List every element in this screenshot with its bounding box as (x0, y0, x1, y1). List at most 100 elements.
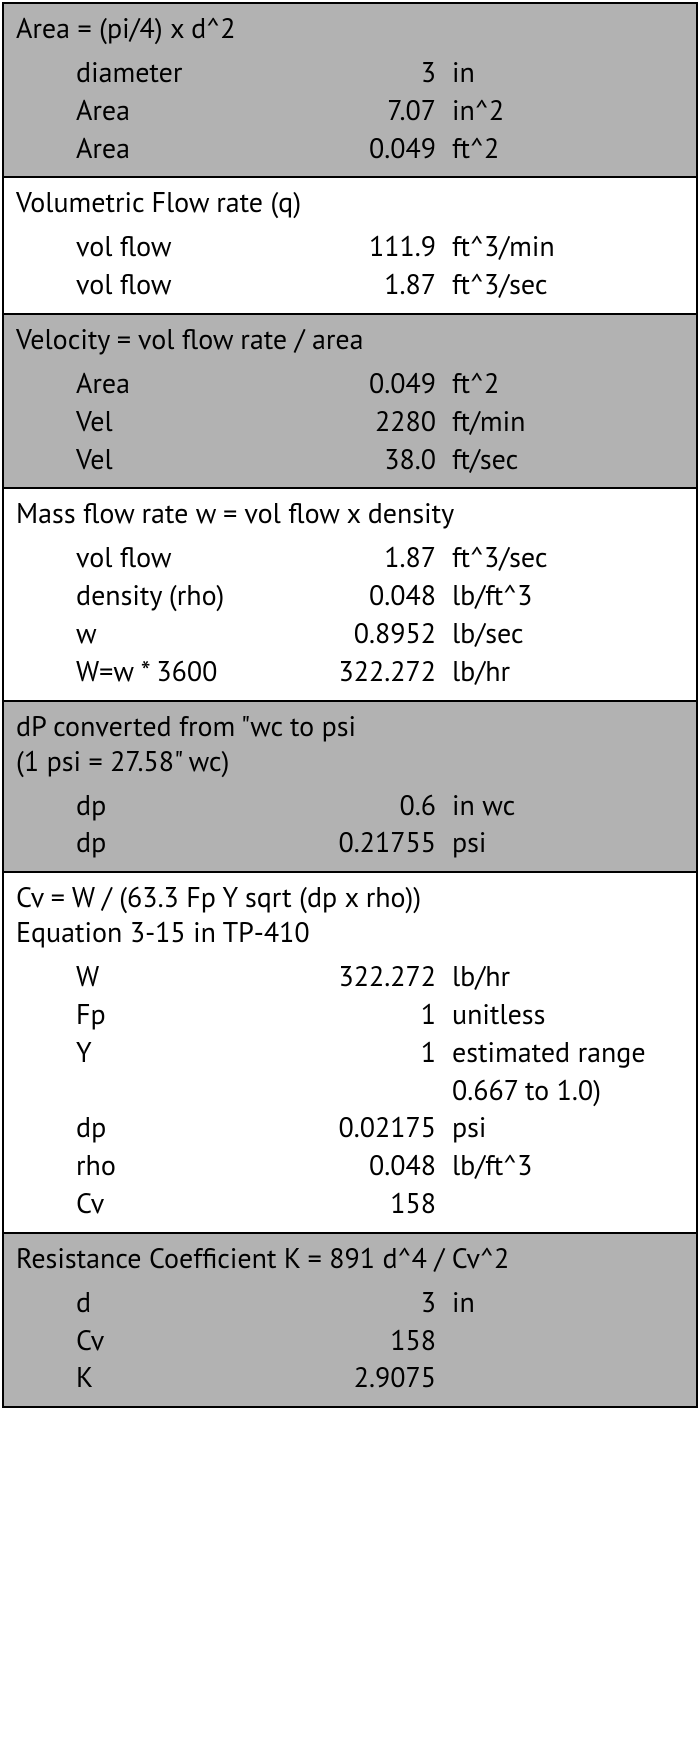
section-title: Cv = W / (63.3 Fp Y sqrt (dp x rho))Equa… (4, 873, 696, 953)
row-label: W=w * 3600 (16, 652, 296, 690)
row-value: 158 (296, 1321, 446, 1359)
section-rows: vol flow1.87ft^3/secdensity (rho)0.048lb… (4, 534, 696, 699)
section-title: Resistance Coefficient K = 891 d^4 / Cv^… (4, 1234, 696, 1279)
row-label: vol flow (16, 538, 296, 576)
row-unit: lb/hr (446, 957, 684, 995)
row-label: W (16, 957, 296, 995)
row-unit: ft/min (446, 402, 684, 440)
row-value: 7.07 (296, 91, 446, 129)
section-velocity: Velocity = vol flow rate / area Area0.049… (4, 315, 696, 489)
row-value: 1 (296, 995, 446, 1033)
data-row: Fp1unitless (4, 995, 696, 1033)
row-value: 111.9 (296, 227, 446, 265)
row-unit: unitless (446, 995, 684, 1033)
data-row: w0.8952lb/sec (4, 614, 696, 652)
row-value: 2280 (296, 402, 446, 440)
row-label: d (16, 1283, 296, 1321)
data-row: diameter3in (4, 53, 696, 91)
data-row: Area0.049ft^2 (4, 129, 696, 167)
row-value: 38.0 (296, 440, 446, 478)
row-label: Cv (16, 1184, 296, 1222)
section-title: Volumetric Flow rate (q) (4, 178, 696, 223)
section-rows: Area0.049ft^2Vel2280ft/minVel38.0ft/sec (4, 360, 696, 487)
data-row: dp0.02175psi (4, 1108, 696, 1146)
data-row: rho0.048lb/ft^3 (4, 1146, 696, 1184)
row-value: 0.048 (296, 576, 446, 614)
row-label: vol flow (16, 227, 296, 265)
data-row: W=w * 3600322.272lb/hr (4, 652, 696, 690)
row-label: w (16, 614, 296, 652)
row-label: density (rho) (16, 576, 296, 614)
section-rows: W322.272lb/hrFp1unitlessY1estimated rang… (4, 953, 696, 1232)
row-unit: lb/hr (446, 652, 684, 690)
section-rows: diameter3inArea7.07in^2Area0.049ft^2 (4, 49, 696, 176)
row-unit: ft^3/sec (446, 265, 684, 303)
data-row: density (rho)0.048lb/ft^3 (4, 576, 696, 614)
row-unit: ft^2 (446, 129, 684, 167)
section-title: Mass flow rate w = vol flow x density (4, 489, 696, 534)
row-value: 158 (296, 1184, 446, 1222)
row-label: Vel (16, 402, 296, 440)
section-cv-calc: Cv = W / (63.3 Fp Y sqrt (dp x rho))Equa… (4, 873, 696, 1234)
row-unit: in (446, 1283, 684, 1321)
row-unit: lb/ft^3 (446, 1146, 684, 1184)
section-area: Area = (pi/4) x d^2diameter3inArea7.07in… (4, 4, 696, 178)
row-unit: ft^3/min (446, 227, 684, 265)
row-label: dp (16, 786, 296, 824)
row-value: 0.02175 (296, 1108, 446, 1146)
section-dp-convert: dP converted from "wc to psi(1 psi = 27.… (4, 702, 696, 874)
data-row: Vel2280ft/min (4, 402, 696, 440)
row-label: Area (16, 129, 296, 167)
data-row: d3in (4, 1283, 696, 1321)
data-row: dp0.6in wc (4, 786, 696, 824)
row-label: Area (16, 364, 296, 402)
row-label: rho (16, 1146, 296, 1184)
data-row: dp0.21755psi (4, 823, 696, 861)
section-rows: vol flow111.9ft^3/minvol flow1.87ft^3/se… (4, 223, 696, 313)
row-unit: psi (446, 1108, 684, 1146)
data-row: Vel38.0ft/sec (4, 440, 696, 478)
data-row: Cv158 (4, 1184, 696, 1222)
data-row: Area0.049ft^2 (4, 364, 696, 402)
row-unit: in^2 (446, 91, 684, 129)
row-value: 0.049 (296, 129, 446, 167)
row-value: 0.6 (296, 786, 446, 824)
row-unit: lb/ft^3 (446, 576, 684, 614)
row-value: 1.87 (296, 538, 446, 576)
row-unit: ft/sec (446, 440, 684, 478)
row-label: Area (16, 91, 296, 129)
section-rows: dp0.6in wcdp0.21755psi (4, 782, 696, 872)
row-label: Y (16, 1033, 296, 1071)
section-title: Velocity = vol flow rate / area (4, 315, 696, 360)
section-title: dP converted from "wc to psi(1 psi = 27.… (4, 702, 696, 782)
section-vol-flow: Volumetric Flow rate (q)vol flow111.9ft^… (4, 178, 696, 315)
row-unit: ft^2 (446, 364, 684, 402)
row-label: Cv (16, 1321, 296, 1359)
data-row: Cv158 (4, 1321, 696, 1359)
section-rows: d3inCv158K2.9075 (4, 1279, 696, 1406)
row-unit: in (446, 53, 684, 91)
calculation-table: Area = (pi/4) x d^2diameter3inArea7.07in… (2, 2, 698, 1408)
row-unit: ft^3/sec (446, 538, 684, 576)
row-label: K (16, 1358, 296, 1396)
row-value: 0.048 (296, 1146, 446, 1184)
data-row: vol flow1.87ft^3/sec (4, 265, 696, 303)
row-value: 0.8952 (296, 614, 446, 652)
section-title: Area = (pi/4) x d^2 (4, 4, 696, 49)
row-value: 0.21755 (296, 823, 446, 861)
data-row: vol flow111.9ft^3/min (4, 227, 696, 265)
row-value: 3 (296, 1283, 446, 1321)
data-row: Y1estimated range 0.667 to 1.0) (4, 1033, 696, 1109)
data-row: Area7.07in^2 (4, 91, 696, 129)
row-label: vol flow (16, 265, 296, 303)
row-value: 3 (296, 53, 446, 91)
row-label: dp (16, 823, 296, 861)
row-label: dp (16, 1108, 296, 1146)
row-value: 322.272 (296, 957, 446, 995)
row-unit: estimated range 0.667 to 1.0) (446, 1033, 684, 1109)
row-value: 2.9075 (296, 1358, 446, 1396)
row-label: diameter (16, 53, 296, 91)
row-label: Vel (16, 440, 296, 478)
data-row: vol flow1.87ft^3/sec (4, 538, 696, 576)
data-row: K2.9075 (4, 1358, 696, 1396)
